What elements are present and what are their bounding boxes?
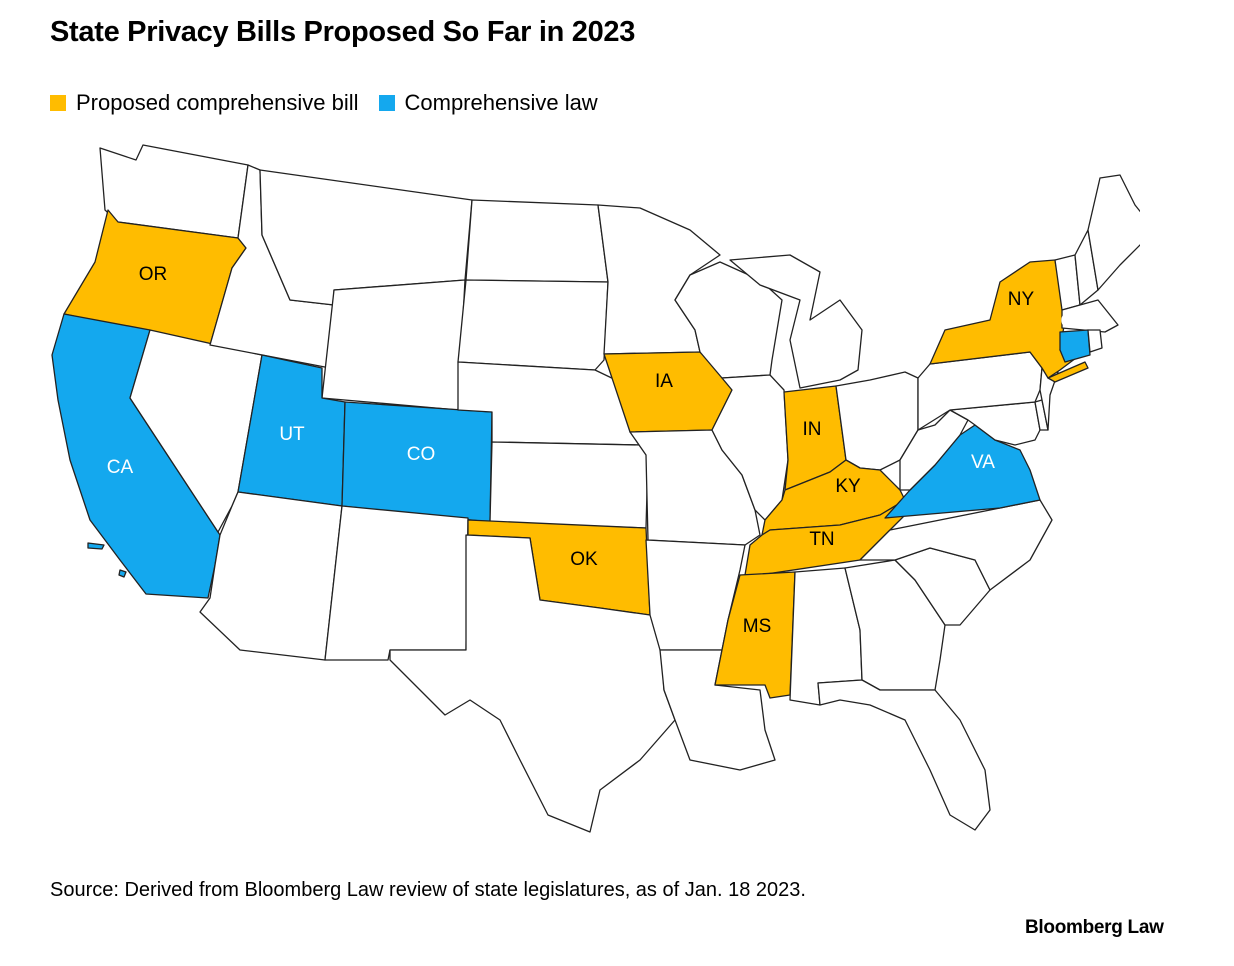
state-RI <box>1087 329 1103 353</box>
island-ca-1 <box>87 542 105 550</box>
island-ca-2 <box>118 569 127 578</box>
state-KS <box>489 441 649 529</box>
page-title: State Privacy Bills Proposed So Far in 2… <box>50 16 636 48</box>
label-TN: TN <box>809 529 834 550</box>
label-MS: MS <box>743 616 772 637</box>
state-TN <box>744 499 916 576</box>
label-VA: VA <box>971 452 995 473</box>
state-IL <box>711 374 789 521</box>
source-note: Source: Derived from Bloomberg Law revie… <box>50 879 806 901</box>
legend-label-law: Comprehensive law <box>404 90 598 115</box>
island-ny-li <box>1047 361 1089 383</box>
legend-label-proposed: Proposed comprehensive bill <box>76 90 359 115</box>
label-OK: OK <box>570 549 598 570</box>
state-ME <box>1087 174 1140 291</box>
state-FL <box>817 679 991 831</box>
label-NY: NY <box>1008 289 1035 310</box>
legend-item-proposed: Proposed comprehensive bill <box>50 90 359 116</box>
label-UT: UT <box>279 424 305 445</box>
brand-logo: Bloomberg Law <box>1025 917 1164 938</box>
state-MA <box>1061 299 1119 333</box>
label-OR: OR <box>139 264 168 285</box>
state-TX <box>389 534 676 833</box>
label-CT: CT <box>1060 311 1086 332</box>
state-WY <box>321 279 466 411</box>
label-IN: IN <box>803 419 822 440</box>
state-SD <box>457 279 609 371</box>
label-KY: KY <box>835 476 861 497</box>
legend-swatch-proposed <box>50 95 66 111</box>
label-CA: CA <box>107 457 134 478</box>
state-CT <box>1059 329 1091 363</box>
us-map: OR CA UT CO IA OK IN KY TN MS VA NY CT <box>51 144 1140 833</box>
label-IA: IA <box>655 371 673 392</box>
legend-swatch-law <box>378 95 395 111</box>
state-MI <box>729 254 863 389</box>
legend-item-law: Comprehensive law <box>378 90 598 116</box>
state-ND <box>465 199 609 283</box>
legend: Proposed comprehensive bill Comprehensiv… <box>50 90 618 116</box>
state-NC <box>859 499 1053 591</box>
label-CO: CO <box>407 444 436 465</box>
state-NM <box>324 505 469 661</box>
state-WV <box>899 409 969 491</box>
